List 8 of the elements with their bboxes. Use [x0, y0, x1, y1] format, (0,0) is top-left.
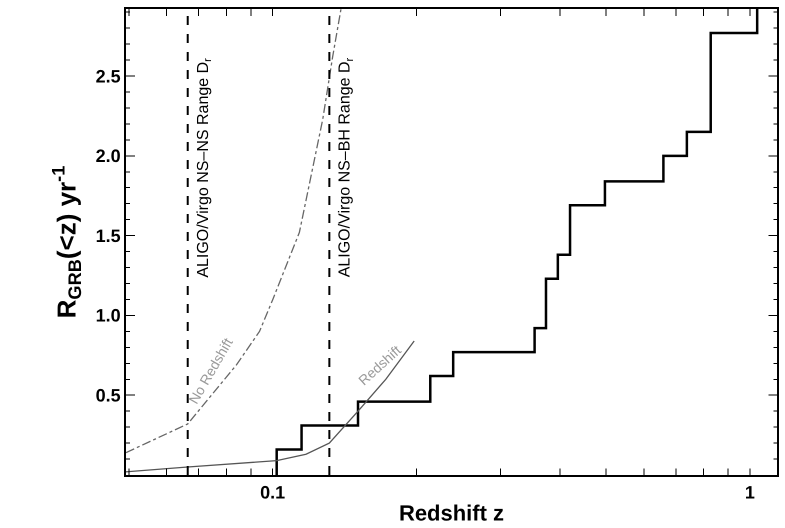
y-tick-label: 2.0 [96, 146, 121, 166]
x-axis-title: Redshift z [398, 500, 504, 526]
x-tick-label: 1 [744, 482, 755, 502]
y-tick-label: 0.5 [96, 386, 121, 406]
y-tick-label: 2.5 [96, 66, 121, 86]
y-tick-label: 1.0 [96, 306, 121, 326]
x-tick-label: 0.1 [260, 482, 286, 502]
y-tick-label: 1.5 [96, 226, 121, 246]
